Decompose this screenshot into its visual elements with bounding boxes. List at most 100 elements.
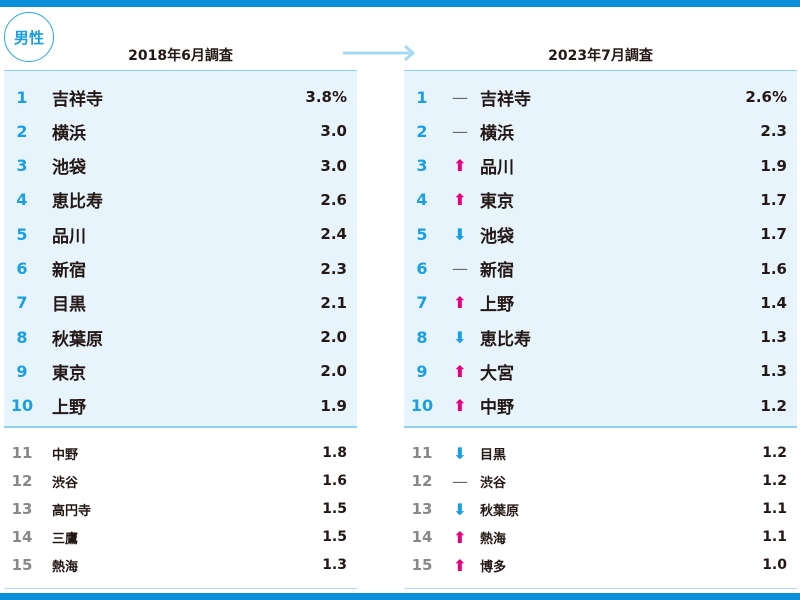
- station-name: 横浜: [52, 123, 86, 144]
- percentage: 1.2: [762, 445, 787, 461]
- trend-down-icon: ⬇: [453, 499, 467, 519]
- station-name: 渋谷: [480, 475, 507, 491]
- ranking-row: 6 新宿 2.3: [4, 257, 357, 281]
- ranking-row: 8 ⬇ 恵比寿 1.3: [404, 325, 797, 350]
- ranking-row: 1 吉祥寺 3.8%: [4, 85, 357, 110]
- ranking-row: 3 ⬆ 品川 1.9: [404, 154, 797, 178]
- ranking-row: 12 渋谷 1.6: [4, 469, 357, 493]
- ranking-row: 5 ⬇ 池袋 1.7: [404, 222, 797, 247]
- station-name: 三鷹: [52, 531, 79, 547]
- rank-number: 2: [16, 121, 28, 141]
- station-name: 池袋: [52, 158, 86, 179]
- percentage: 1.1: [762, 529, 787, 545]
- station-name: 秋葉原: [52, 329, 103, 350]
- percentage: 3.0: [320, 122, 347, 141]
- rank-number: 11: [411, 444, 433, 462]
- station-name: 東京: [52, 363, 86, 384]
- station-name: 新宿: [52, 261, 86, 281]
- divider: [4, 588, 357, 589]
- station-name: 博多: [480, 559, 507, 575]
- rank-number: 7: [416, 293, 428, 313]
- percentage: 2.4: [320, 225, 347, 244]
- station-name: 中野: [480, 398, 514, 419]
- ranking-row: 7 目黒 2.1: [4, 291, 357, 315]
- percentage: 1.2: [760, 396, 787, 415]
- percentage: 1.1: [762, 501, 787, 517]
- trend-up-icon: ⬆: [453, 156, 467, 176]
- rank-number: 7: [16, 293, 28, 313]
- rank-number: 3: [416, 156, 428, 176]
- trend-down-icon: ⬇: [453, 224, 467, 244]
- station-name: 目黒: [480, 447, 507, 463]
- ranking-row: 3 池袋 3.0: [4, 154, 357, 178]
- percentage: 1.5: [322, 529, 347, 545]
- percentage: 2.3: [320, 259, 347, 278]
- station-name: 恵比寿: [480, 329, 531, 350]
- ranking-row: 4 恵比寿 2.6: [4, 188, 357, 212]
- ranking-row: 9 東京 2.0: [4, 359, 357, 384]
- bottom-banner: [0, 593, 800, 600]
- ranking-row: 9 ⬆ 大宮 1.3: [404, 359, 797, 384]
- rank-number: 6: [416, 259, 428, 278]
- station-name: 新宿: [480, 261, 514, 281]
- rank-number: 1: [16, 87, 28, 107]
- percentage: 1.3: [760, 362, 787, 381]
- rank-number: 4: [416, 190, 428, 210]
- rank-number: 12: [411, 472, 433, 490]
- station-name: 上野: [52, 398, 86, 419]
- station-name: 横浜: [480, 123, 514, 144]
- ranking-row: 10 上野 1.9: [4, 394, 357, 418]
- percentage: 1.2: [762, 473, 787, 489]
- gender-badge: 男性: [4, 12, 54, 62]
- rank-number: 11: [11, 444, 33, 462]
- trend-same-icon: —: [452, 121, 468, 141]
- percentage: 2.1: [320, 293, 347, 312]
- rank-number: 10: [10, 396, 34, 416]
- station-name: 熱海: [480, 531, 507, 547]
- station-name: 高円寺: [52, 503, 92, 519]
- rank-number: 3: [16, 156, 28, 176]
- trend-up-icon: ⬆: [453, 293, 467, 313]
- panel-title: 2023年7月調査: [548, 48, 653, 64]
- ranking-row: 13 高円寺 1.5: [4, 497, 357, 521]
- station-name: 品川: [480, 158, 514, 179]
- percentage: 2.6: [320, 190, 347, 209]
- rank-number: 4: [16, 190, 28, 210]
- ranking-row: 6 — 新宿 1.6: [404, 257, 797, 281]
- percentage: 3.8%: [305, 88, 347, 106]
- ranking-row: 11 ⬇ 目黒 1.2: [404, 441, 797, 465]
- ranking-row: 13 ⬇ 秋葉原 1.1: [404, 497, 797, 521]
- rank-number: 9: [416, 361, 428, 381]
- ranking-row: 12 — 渋谷 1.2: [404, 469, 797, 493]
- rank-number: 13: [11, 500, 33, 518]
- percentage: 1.5: [322, 501, 347, 517]
- percentage: 1.7: [760, 225, 787, 244]
- ranking-row: 2 — 横浜 2.3: [404, 119, 797, 144]
- rank-number: 15: [411, 556, 433, 574]
- divider: [404, 588, 797, 589]
- top-banner: [0, 0, 800, 7]
- ranking-row: 1 — 吉祥寺 2.6%: [404, 85, 797, 110]
- rank-number: 13: [411, 500, 433, 518]
- station-name: 目黒: [52, 295, 86, 316]
- station-name: 品川: [52, 226, 86, 247]
- station-name: 秋葉原: [480, 503, 520, 519]
- percentage: 3.0: [320, 156, 347, 175]
- rank-number: 14: [411, 528, 433, 546]
- percentage: 1.6: [322, 473, 347, 489]
- trend-down-icon: ⬇: [453, 443, 467, 463]
- ranking-row: 10 ⬆ 中野 1.2: [404, 394, 797, 418]
- rank-number: 2: [416, 121, 428, 141]
- rank-number: 6: [16, 259, 28, 278]
- trend-same-icon: —: [452, 259, 468, 278]
- percentage: 2.0: [320, 328, 347, 347]
- trend-down-icon: ⬇: [453, 327, 467, 347]
- percentage: 2.6%: [745, 88, 787, 106]
- ranking-row: 5 品川 2.4: [4, 222, 357, 247]
- station-name: 上野: [480, 295, 514, 316]
- station-name: 池袋: [480, 226, 514, 247]
- percentage: 1.3: [322, 557, 347, 573]
- rank-number: 5: [416, 224, 428, 244]
- trend-same-icon: —: [452, 471, 468, 491]
- rank-number: 1: [416, 87, 428, 107]
